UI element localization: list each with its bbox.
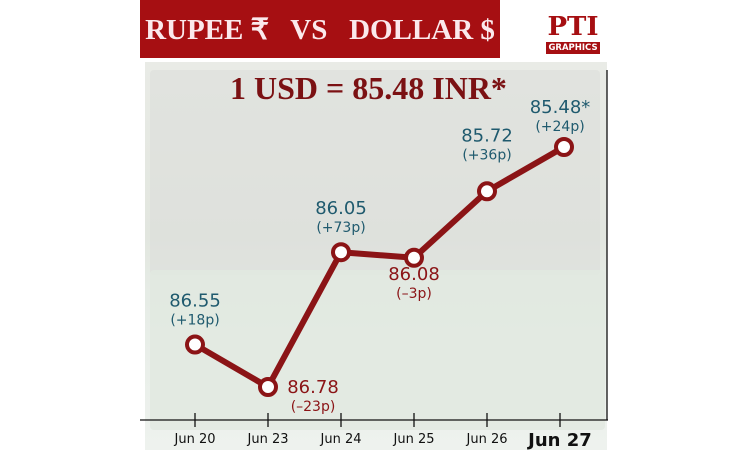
change-label: (+18p) (170, 313, 219, 329)
change-label: (–3p) (396, 286, 432, 302)
logo-text: PTI (547, 12, 599, 42)
dollar-note-image (150, 270, 605, 430)
x-tick-label: Jun 27 (526, 430, 592, 450)
logo-sub: GRAPHICS (546, 42, 600, 54)
title-banner: RUPEE ₹ VS DOLLAR $ (140, 0, 500, 58)
x-tick-label: Jun 24 (320, 432, 362, 447)
value-label: 86.55 (169, 291, 221, 312)
value-label: 86.05 (315, 198, 367, 219)
data-point (331, 242, 351, 263)
change-label: (–23p) (291, 399, 336, 415)
value-label: 86.08 (388, 264, 440, 285)
x-tick-label: Jun 20 (174, 432, 216, 447)
change-label: (+24p) (535, 119, 584, 135)
data-point (477, 181, 497, 202)
exchange-rate-headline: 1 USD = 85.48 INR* (230, 70, 507, 106)
value-label: 85.72 (461, 125, 513, 146)
data-point (258, 377, 278, 397)
data-point (185, 334, 205, 355)
series-line (193, 144, 566, 390)
change-label: (+73p) (316, 220, 365, 236)
pti-logo: PTI GRAPHICS (546, 12, 600, 58)
value-label: 86.78 (287, 377, 339, 398)
x-tick-label: Jun 26 (466, 432, 508, 447)
data-point (404, 247, 424, 268)
change-label: (+36p) (462, 147, 511, 163)
value-label: 85.48* (530, 97, 591, 118)
x-tick-label: Jun 25 (393, 432, 435, 447)
data-point (554, 137, 574, 157)
x-tick-label: Jun 23 (247, 432, 289, 447)
